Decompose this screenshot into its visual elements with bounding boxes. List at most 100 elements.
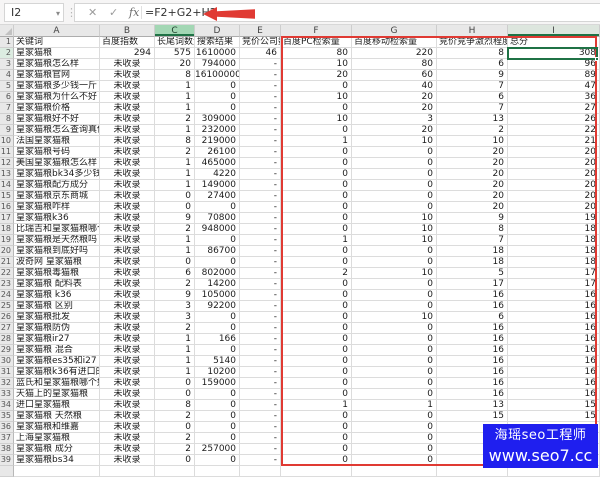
cell-G13[interactable]: 0 bbox=[352, 169, 437, 180]
cell-H3[interactable]: 6 bbox=[437, 59, 508, 70]
cell-D9[interactable]: 232000 bbox=[195, 125, 240, 136]
cell-F5[interactable]: 0 bbox=[281, 81, 352, 92]
cell-F34[interactable]: 1 bbox=[281, 400, 352, 411]
cancel-icon[interactable]: ✕ bbox=[88, 6, 98, 19]
cell-F33[interactable]: 0 bbox=[281, 389, 352, 400]
cell-I19[interactable]: 18 bbox=[508, 235, 600, 246]
row-header-8[interactable]: 8 bbox=[0, 114, 14, 125]
cell-F29[interactable]: 0 bbox=[281, 345, 352, 356]
col-header-H[interactable]: H bbox=[437, 25, 508, 37]
cell-D27[interactable]: 0 bbox=[195, 323, 240, 334]
cell-F4[interactable]: 20 bbox=[281, 70, 352, 81]
cell-E23[interactable]: - bbox=[240, 279, 281, 290]
cell-F12[interactable]: 0 bbox=[281, 158, 352, 169]
cell-H15[interactable]: 20 bbox=[437, 191, 508, 202]
cell-A5[interactable]: 皇家猫粮多少钱一斤 bbox=[14, 81, 100, 92]
cell-D21[interactable]: 0 bbox=[195, 257, 240, 268]
row-header-15[interactable]: 15 bbox=[0, 191, 14, 202]
formula-text[interactable]: =F2+G2+H2 bbox=[145, 6, 217, 19]
cell-H17[interactable]: 9 bbox=[437, 213, 508, 224]
cell-H33[interactable]: 16 bbox=[437, 389, 508, 400]
cell-H7[interactable]: 7 bbox=[437, 103, 508, 114]
cell-F21[interactable]: 0 bbox=[281, 257, 352, 268]
cell-C20[interactable]: 1 bbox=[155, 246, 195, 257]
cell-G26[interactable]: 10 bbox=[352, 312, 437, 323]
cell-D8[interactable]: 309000 bbox=[195, 114, 240, 125]
cell-F15[interactable]: 0 bbox=[281, 191, 352, 202]
cell-E33[interactable]: - bbox=[240, 389, 281, 400]
cell-C6[interactable]: 1 bbox=[155, 92, 195, 103]
cell-C2[interactable]: 575 bbox=[155, 48, 195, 59]
cell-I22[interactable]: 17 bbox=[508, 268, 600, 279]
row-header-28[interactable]: 28 bbox=[0, 334, 14, 345]
cell-H2[interactable]: 8 bbox=[437, 48, 508, 59]
row-header-38[interactable]: 38 bbox=[0, 444, 14, 455]
cell-F22[interactable]: 2 bbox=[281, 268, 352, 279]
cell-H6[interactable]: 6 bbox=[437, 92, 508, 103]
cell-C30[interactable]: 1 bbox=[155, 356, 195, 367]
cell-H11[interactable]: 20 bbox=[437, 147, 508, 158]
select-all-corner[interactable] bbox=[0, 25, 14, 37]
cell-H26[interactable]: 6 bbox=[437, 312, 508, 323]
cell-G1[interactable]: 百度移动检索量 bbox=[352, 37, 437, 48]
insert-function-icon[interactable]: fx bbox=[129, 6, 140, 19]
cell-H35[interactable]: 15 bbox=[437, 411, 508, 422]
cell-D18[interactable]: 948000 bbox=[195, 224, 240, 235]
cell-E14[interactable]: - bbox=[240, 180, 281, 191]
cell-B17[interactable]: 未收录 bbox=[100, 213, 155, 224]
cell-F8[interactable]: 10 bbox=[281, 114, 352, 125]
cell-D29[interactable]: 0 bbox=[195, 345, 240, 356]
cell-D7[interactable]: 0 bbox=[195, 103, 240, 114]
cell-B6[interactable]: 未收录 bbox=[100, 92, 155, 103]
cell-A13[interactable]: 皇家猫粮bk34多少钱 bbox=[14, 169, 100, 180]
cell-C14[interactable]: 1 bbox=[155, 180, 195, 191]
cell-A14[interactable]: 皇家猫粮配方成分 bbox=[14, 180, 100, 191]
cell-G15[interactable]: 0 bbox=[352, 191, 437, 202]
cell-G39[interactable]: 0 bbox=[352, 455, 437, 466]
cell-D10[interactable]: 219000 bbox=[195, 136, 240, 147]
cell-I5[interactable]: 47 bbox=[508, 81, 600, 92]
cell-G9[interactable]: 20 bbox=[352, 125, 437, 136]
row-header-3[interactable]: 3 bbox=[0, 59, 14, 70]
cell-B37[interactable]: 未收录 bbox=[100, 433, 155, 444]
row-header-12[interactable]: 12 bbox=[0, 158, 14, 169]
cell-D37[interactable]: 0 bbox=[195, 433, 240, 444]
cell-E30[interactable]: - bbox=[240, 356, 281, 367]
cell-E19[interactable]: - bbox=[240, 235, 281, 246]
cell-C12[interactable]: 1 bbox=[155, 158, 195, 169]
cell-F9[interactable]: 0 bbox=[281, 125, 352, 136]
row-header-5[interactable]: 5 bbox=[0, 81, 14, 92]
row-header-11[interactable]: 11 bbox=[0, 147, 14, 158]
row-header-36[interactable]: 36 bbox=[0, 422, 14, 433]
row-header-2[interactable]: 2 bbox=[0, 48, 14, 59]
cell-B30[interactable]: 未收录 bbox=[100, 356, 155, 367]
cell-C7[interactable]: 1 bbox=[155, 103, 195, 114]
cell-C5[interactable]: 1 bbox=[155, 81, 195, 92]
cell-A4[interactable]: 皇家猫粮官网 bbox=[14, 70, 100, 81]
cell-F38[interactable]: 0 bbox=[281, 444, 352, 455]
cell-C36[interactable]: 0 bbox=[155, 422, 195, 433]
cell-F11[interactable]: 0 bbox=[281, 147, 352, 158]
cell-I4[interactable]: 89 bbox=[508, 70, 600, 81]
cell-E24[interactable]: - bbox=[240, 290, 281, 301]
cell-E27[interactable]: - bbox=[240, 323, 281, 334]
cell-H1[interactable]: 竞价竞争激烈程度 bbox=[437, 37, 508, 48]
cell-A37[interactable]: 上海皇家猫粮 bbox=[14, 433, 100, 444]
cell-A27[interactable]: 皇家猫粮防伪 bbox=[14, 323, 100, 334]
cell-B25[interactable]: 未收录 bbox=[100, 301, 155, 312]
cell-E36[interactable]: - bbox=[240, 422, 281, 433]
cell-H28[interactable]: 16 bbox=[437, 334, 508, 345]
cell-E13[interactable]: - bbox=[240, 169, 281, 180]
cell-I21[interactable]: 18 bbox=[508, 257, 600, 268]
cell-G4[interactable]: 60 bbox=[352, 70, 437, 81]
cell-G38[interactable]: 0 bbox=[352, 444, 437, 455]
cell-I14[interactable]: 20 bbox=[508, 180, 600, 191]
row-header-39[interactable]: 39 bbox=[0, 455, 14, 466]
cell-A15[interactable]: 皇家猫粮京东商城 bbox=[14, 191, 100, 202]
cell-E37[interactable]: - bbox=[240, 433, 281, 444]
cell-I30[interactable]: 16 bbox=[508, 356, 600, 367]
cell-G23[interactable]: 0 bbox=[352, 279, 437, 290]
col-header-G[interactable]: G bbox=[352, 25, 437, 37]
cell-G21[interactable]: 0 bbox=[352, 257, 437, 268]
row-header-1[interactable]: 1 bbox=[0, 37, 14, 48]
